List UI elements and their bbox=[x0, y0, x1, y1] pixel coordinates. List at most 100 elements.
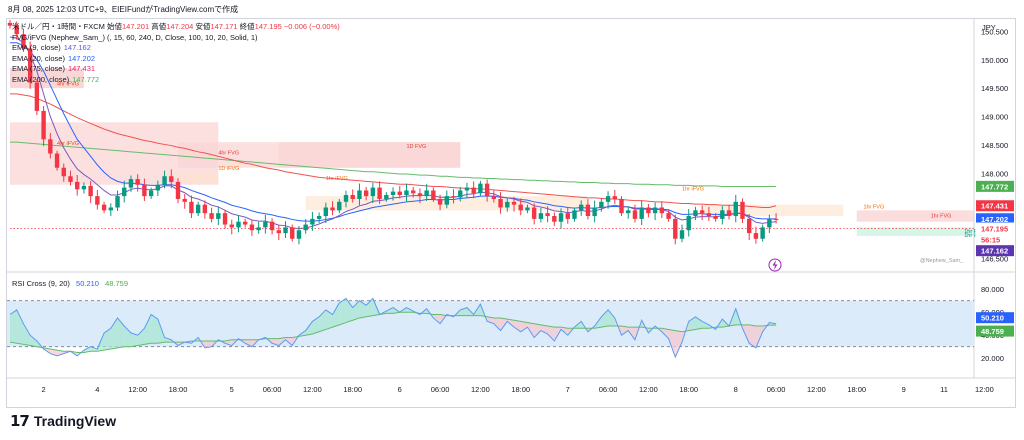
candle bbox=[370, 187, 376, 197]
price-badge bbox=[975, 233, 1015, 246]
rsi-line bbox=[9, 297, 777, 359]
fvg-zone bbox=[702, 204, 844, 217]
time-tick: 18:00 bbox=[511, 385, 530, 394]
price-badge bbox=[976, 245, 1014, 257]
candle bbox=[747, 218, 752, 234]
time-axis[interactable]: 2 4 12:00 18:00 5 06:00 12:00 18:00 6 06:00 12:00 1… bbox=[42, 385, 994, 394]
candle bbox=[34, 82, 40, 111]
candle bbox=[155, 184, 161, 191]
candle bbox=[592, 207, 597, 217]
time-tick: 6 bbox=[398, 385, 402, 394]
candle bbox=[511, 201, 517, 205]
candle bbox=[363, 190, 369, 197]
rsi-legend[interactable]: RSI Cross (9, 20) 50.210 48.759 bbox=[12, 279, 132, 288]
candle bbox=[579, 204, 584, 211]
rsi-cross-fill bbox=[366, 298, 373, 317]
candle bbox=[337, 201, 342, 211]
time-tick: 18:00 bbox=[343, 385, 362, 394]
rsi-cross-fill bbox=[534, 323, 541, 338]
candle bbox=[75, 181, 80, 190]
currency-label: JPY bbox=[982, 23, 996, 32]
fvg-zones-layer bbox=[10, 68, 974, 236]
time-tick: 12:00 bbox=[471, 385, 490, 394]
rsi-cross-fill bbox=[487, 316, 494, 324]
rsi-cross-fill bbox=[621, 326, 629, 336]
candle bbox=[572, 210, 577, 219]
rsi-cross-fill bbox=[332, 303, 340, 328]
rsi-cross-fill bbox=[57, 350, 64, 356]
symbol-row[interactable]: 米ドル／円・1時間・FXCM 始値147.201 高値147.204 安値147… bbox=[12, 22, 340, 33]
price-badge-label: 147.162 bbox=[981, 247, 1008, 256]
fvg-label: 1hr FVG bbox=[863, 205, 884, 211]
candle bbox=[605, 196, 611, 202]
price-tick: 148.000 bbox=[981, 169, 1008, 178]
candle bbox=[384, 195, 389, 199]
fvg-zone bbox=[178, 173, 219, 182]
ohlc-low: 安値147.171 bbox=[195, 22, 238, 31]
candle bbox=[619, 198, 624, 214]
time-tick: 11 bbox=[940, 385, 948, 394]
rsi-cross-fill bbox=[305, 321, 313, 336]
candle bbox=[189, 201, 194, 214]
indicator-ema9[interactable]: EMA (9, close) 147.162 bbox=[12, 43, 91, 53]
candle bbox=[525, 207, 530, 211]
candle bbox=[202, 204, 208, 214]
tradingview-brand[interactable]: 17 TradingView bbox=[10, 412, 116, 430]
candles-layer[interactable] bbox=[7, 20, 779, 245]
lightning-icon bbox=[768, 258, 782, 272]
candle bbox=[41, 110, 46, 140]
indicator-ema75[interactable]: EMA (75, close) 147.431 bbox=[12, 64, 96, 74]
candle bbox=[216, 213, 221, 219]
fvg-zone bbox=[278, 142, 461, 168]
rsi-cross-fill bbox=[433, 314, 441, 324]
chart-frame bbox=[6, 18, 1016, 408]
candle bbox=[679, 230, 685, 239]
candle bbox=[659, 207, 665, 214]
candle bbox=[773, 218, 779, 220]
candle bbox=[444, 196, 449, 205]
price-tick: 149.500 bbox=[981, 84, 1008, 93]
rsi-cross-fill bbox=[668, 329, 676, 358]
rsi-cross-fill bbox=[225, 339, 232, 346]
candle bbox=[148, 190, 154, 197]
rsi-cross-fill bbox=[527, 322, 535, 338]
candle bbox=[357, 190, 362, 199]
time-tick: 06:00 bbox=[431, 385, 450, 394]
candle bbox=[760, 227, 765, 239]
candle bbox=[95, 196, 100, 205]
candle bbox=[330, 207, 335, 211]
indicator-ema200[interactable]: EMA (200, close) 147.772 bbox=[12, 74, 100, 84]
candle bbox=[283, 227, 288, 234]
candle bbox=[122, 187, 127, 197]
time-tick: 2 bbox=[42, 385, 46, 394]
candle bbox=[552, 216, 557, 222]
candle bbox=[458, 190, 463, 198]
candle bbox=[491, 196, 497, 199]
candle bbox=[236, 221, 241, 228]
rsi-cross-fill bbox=[90, 346, 98, 352]
rsi-cross-fill bbox=[124, 326, 131, 347]
price-tick: 150.500 bbox=[981, 27, 1008, 36]
time-tick: 06:00 bbox=[767, 385, 786, 394]
candle bbox=[162, 176, 167, 185]
rsi-cross-fill bbox=[628, 327, 635, 340]
price-badge bbox=[976, 180, 1014, 192]
rsi-cross-fill bbox=[164, 337, 172, 343]
candle bbox=[740, 201, 745, 219]
time-tick: 18:00 bbox=[847, 385, 866, 394]
rsi-cross-fill bbox=[352, 300, 360, 321]
indicator-ema20[interactable]: EMA (20, close) 147.202 bbox=[12, 53, 96, 63]
symbol-label: 米ドル／円・1時間・FXCM bbox=[12, 22, 105, 31]
rsi-cross-fill bbox=[346, 298, 353, 323]
fvg-label: 4hr iFVG bbox=[57, 81, 79, 87]
candle bbox=[209, 213, 214, 219]
indicator-fvg[interactable]: FVG/iFVG (Nephew_Sam_) (, 15, 60, 240, D… bbox=[12, 32, 258, 42]
candle bbox=[632, 210, 638, 219]
price-badge-label: 147.202 bbox=[981, 215, 1008, 224]
candle bbox=[263, 221, 268, 228]
candle bbox=[182, 198, 187, 202]
rsi-cross-fill bbox=[104, 328, 111, 351]
